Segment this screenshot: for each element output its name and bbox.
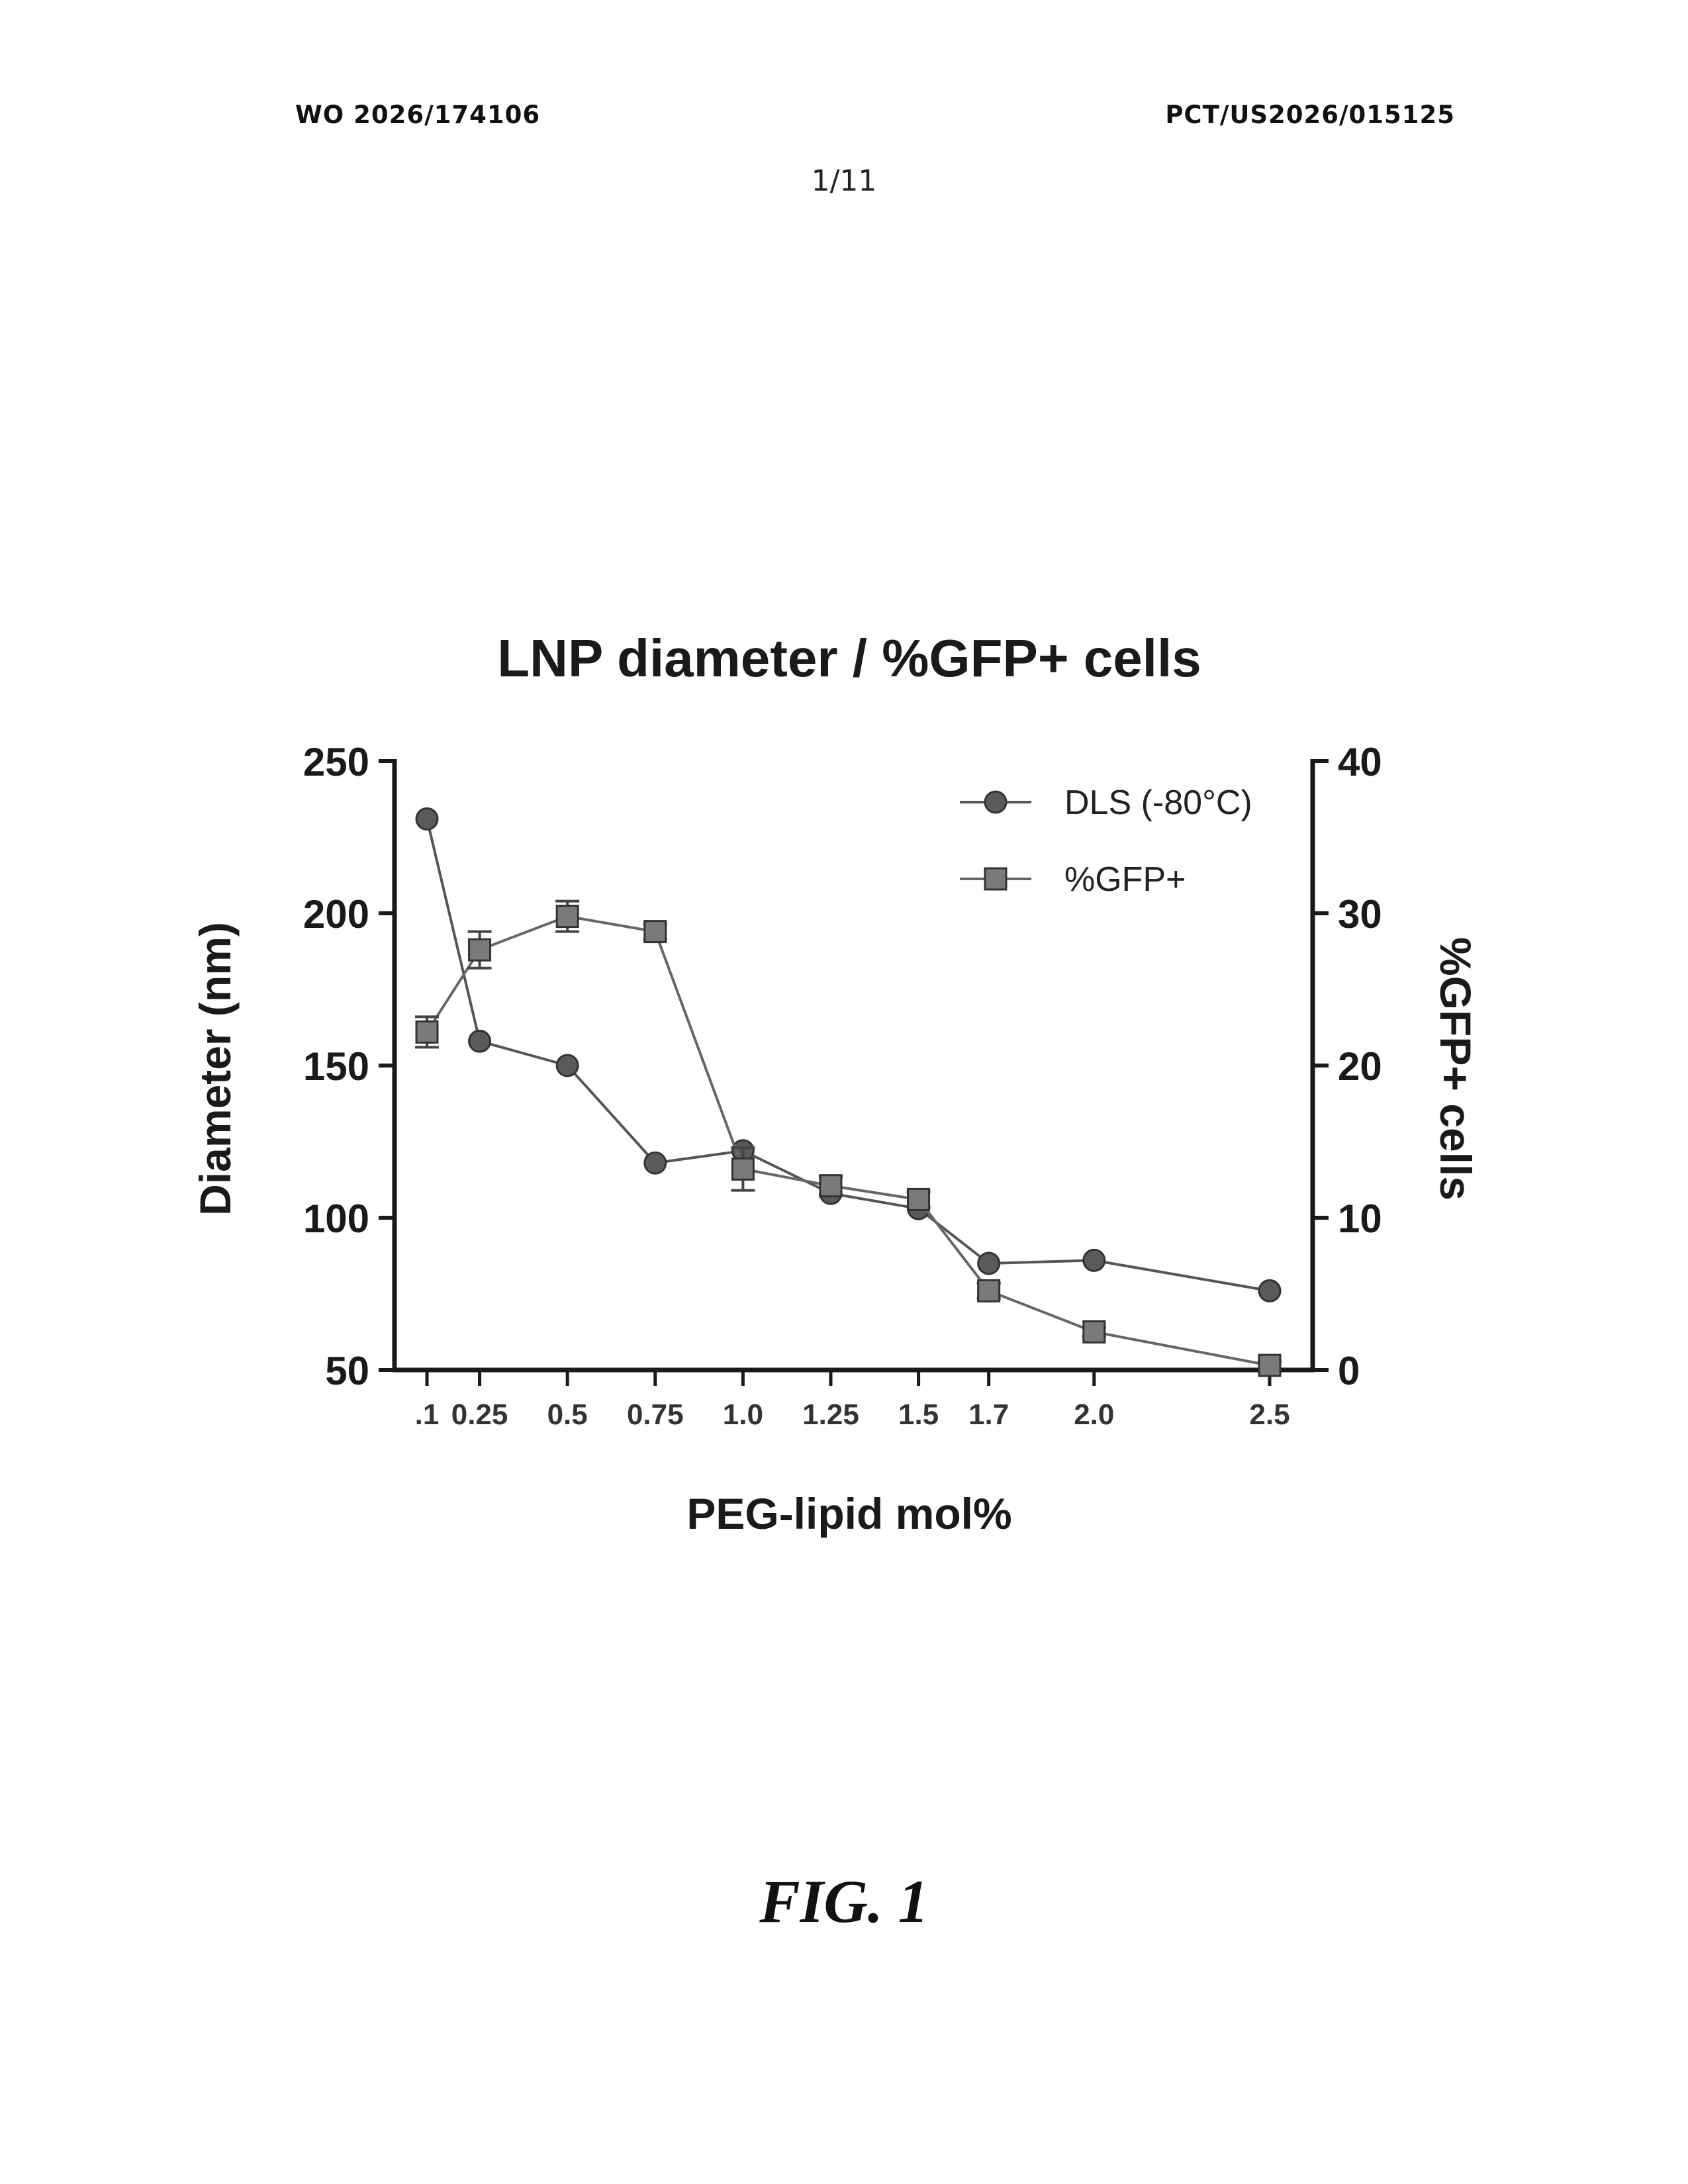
y-axis-title: Diameter (nm)	[191, 922, 240, 1216]
dls-point	[557, 1055, 578, 1076]
x-tick-label: 2.0	[1074, 1398, 1114, 1431]
x-tick-label: 1.25	[802, 1398, 859, 1431]
figure-label: FIG. 1	[0, 1866, 1688, 1936]
y-tick-label: 50	[325, 1349, 369, 1393]
gfp-point	[732, 1158, 753, 1179]
dls-point	[1259, 1280, 1280, 1301]
x-tick-label: 1.5	[898, 1398, 939, 1431]
y-tick-label: 200	[303, 892, 369, 936]
y2-tick-label: 0	[1338, 1349, 1360, 1393]
gfp-point	[978, 1280, 1000, 1301]
y2-axis-title: %GFP+ cells	[1431, 937, 1480, 1201]
gfp-point	[416, 1021, 438, 1042]
x-tick-label: 2.5	[1249, 1398, 1289, 1431]
x-tick-label: 1.0	[723, 1398, 763, 1431]
gfp-point	[645, 921, 666, 942]
dls-point	[978, 1253, 1000, 1274]
gfp-point	[469, 939, 491, 960]
y2-tick-label: 10	[1338, 1197, 1382, 1241]
gfp-point	[557, 906, 578, 927]
legend-marker	[985, 868, 1006, 889]
x-tick-label: 0.75	[627, 1398, 684, 1431]
dls-point	[416, 808, 438, 829]
gfp-point	[1259, 1355, 1280, 1376]
gfp-series-line	[427, 917, 1270, 1366]
y2-tick-label: 30	[1338, 892, 1382, 936]
x-tick-label: 1.7	[968, 1398, 1009, 1431]
x-axis-title: PEG-lipid mol%	[686, 1489, 1011, 1538]
legend-marker	[985, 792, 1006, 813]
x-tick-label: 0.25	[451, 1398, 508, 1431]
y2-tick-label: 20	[1338, 1044, 1382, 1089]
legend: DLS (-80°C) %GFP+	[960, 784, 1252, 899]
gfp-point	[820, 1175, 841, 1197]
legend-label: %GFP+	[1064, 860, 1186, 899]
y-tick-label: 250	[303, 740, 369, 784]
x-tick-label: 0.5	[547, 1398, 588, 1431]
gfp-point	[908, 1189, 929, 1210]
dls-point	[469, 1030, 491, 1052]
y2-tick-label: 40	[1338, 740, 1382, 784]
chart-title: LNP diameter / %GFP+ cells	[497, 629, 1201, 688]
x-tick-label: .1	[415, 1398, 440, 1431]
dls-point	[645, 1152, 666, 1173]
legend-label: DLS (-80°C)	[1064, 784, 1252, 822]
y-tick-label: 100	[303, 1197, 369, 1241]
gfp-point	[1084, 1322, 1105, 1343]
axes: 50 100 150 200 250 0 10 20 30 40 .1 0.25 0.5 0.75 1.0 1…	[303, 740, 1382, 1431]
y-tick-label: 150	[303, 1044, 369, 1089]
dls-point	[1084, 1250, 1105, 1271]
